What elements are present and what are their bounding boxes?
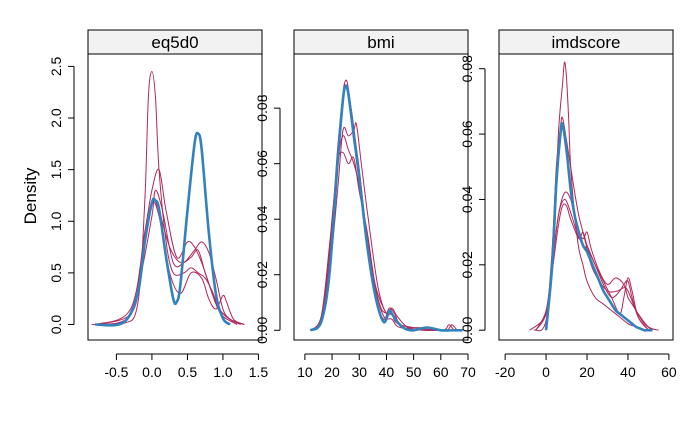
x-tick-label: 1.0 [213, 364, 233, 380]
imputed-density-line-4 [535, 203, 649, 331]
strip-header [498, 29, 674, 55]
y-tick-label: 0.06 [254, 150, 270, 177]
imputed-density-line-5 [535, 198, 649, 331]
observed-density-line [95, 131, 231, 327]
imputed-density-line-1 [545, 116, 653, 331]
panels: eq5d0 -0.5 0.0 0.5 1.0 1.5 0.0 0.5 1.0 1.5 2.0 2.5 b… [48, 29, 677, 380]
density-curves [529, 61, 659, 332]
x-tick-label: 70 [460, 364, 476, 380]
imputed-density-line-1 [91, 71, 245, 326]
y-tick-label: 0.0 [48, 315, 64, 335]
y-axis-label: Density [21, 167, 40, 224]
y-tick-label: 0.00 [254, 316, 270, 343]
y-tick-label: 0.04 [459, 186, 475, 213]
plot-frame [293, 53, 469, 341]
x-tick-label: 0 [542, 364, 550, 380]
plot-frame [87, 53, 263, 341]
density-curves [91, 71, 245, 327]
x-tick-label: -20 [495, 364, 515, 380]
panel-bmi: bmi 10 20 30 40 50 60 70 0.00 0.02 0.04 0.06 0.08 [254, 29, 476, 380]
y-tick-label: 0.00 [459, 316, 475, 343]
panel-title: imdscore [552, 33, 621, 52]
observed-density-line [309, 84, 463, 332]
plot-frame [498, 53, 674, 341]
y-tick-label: 1.0 [48, 211, 64, 231]
density-curves [309, 79, 463, 332]
y-tick-label: 0.02 [254, 261, 270, 288]
panel-title: eq5d0 [151, 33, 198, 52]
panel-eq5d0: eq5d0 -0.5 0.0 0.5 1.0 1.5 0.0 0.5 1.0 1.5 2.0 2.5 [48, 29, 269, 380]
x-tick-label: 20 [579, 364, 595, 380]
y-tick-label: 0.08 [459, 55, 475, 82]
y-tick-label: 0.04 [254, 205, 270, 232]
x-tick-label: 60 [661, 364, 677, 380]
y-tick-label: 2.0 [48, 108, 64, 128]
y-tick-label: 0.02 [459, 251, 475, 278]
imputed-density-line-3 [94, 168, 238, 325]
x-tick-label: -0.5 [104, 364, 128, 380]
x-tick-label: 40 [620, 364, 636, 380]
y-tick-label: 0.5 [48, 263, 64, 283]
x-tick-label: 50 [406, 364, 422, 380]
panel-title: bmi [367, 33, 394, 52]
x-tick-label: 0.0 [142, 364, 162, 380]
x-tick-label: 40 [379, 364, 395, 380]
x-tick-label: 0.5 [178, 364, 198, 380]
y-tick-label: 0.06 [459, 120, 475, 147]
strip-header [87, 29, 263, 55]
x-tick-label: 60 [433, 364, 449, 380]
x-tick-label: 30 [351, 364, 367, 380]
y-tick-label: 1.5 [48, 160, 64, 180]
x-tick-label: 1.5 [249, 364, 269, 380]
y-tick-label: 0.08 [254, 94, 270, 121]
panel-imdscore: imdscore -20 0 20 40 60 0.00 0.02 0.04 0.06 0.08 [459, 29, 677, 380]
observed-density-line [544, 121, 653, 332]
x-tick-label: 20 [324, 364, 340, 380]
strip-header [293, 29, 469, 55]
x-tick-label: 10 [297, 364, 313, 380]
y-tick-label: 2.5 [48, 56, 64, 76]
